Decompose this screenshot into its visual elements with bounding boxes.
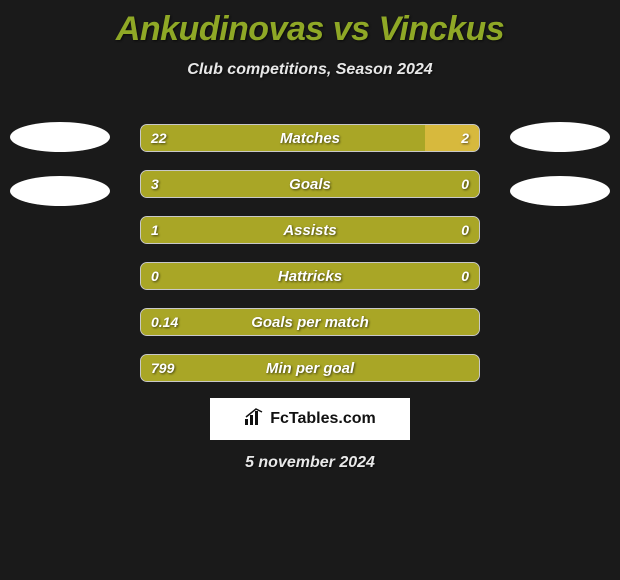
right-value: 0: [461, 171, 469, 197]
bar-left-fill: [141, 309, 479, 335]
bar-left-fill: [141, 263, 479, 289]
stats-comparison: 222Matches30Goals10Assists00Hattricks0.1…: [140, 124, 480, 400]
left-value: 1: [151, 217, 159, 243]
subtitle: Club competitions, Season 2024: [0, 61, 620, 79]
brand-badge: FcTables.com: [210, 398, 410, 440]
stat-row: 10Assists: [140, 216, 480, 244]
right-value: 0: [461, 217, 469, 243]
bar-right-fill: [425, 125, 479, 151]
page-title: Ankudinovas vs Vinckus: [0, 0, 620, 49]
stat-row: 0.14Goals per match: [140, 308, 480, 336]
left-value: 799: [151, 355, 174, 381]
date-label: 5 november 2024: [0, 454, 620, 472]
stat-row: 799Min per goal: [140, 354, 480, 382]
bar-left-fill: [141, 171, 479, 197]
bar-left-fill: [141, 355, 479, 381]
bar-left-fill: [141, 125, 425, 151]
stat-row: 30Goals: [140, 170, 480, 198]
left-value: 0: [151, 263, 159, 289]
right-value: 0: [461, 263, 469, 289]
left-value: 22: [151, 125, 167, 151]
avatar: [10, 122, 110, 152]
right-player-avatars: [500, 122, 620, 230]
brand-text: FcTables.com: [270, 410, 376, 428]
avatar: [10, 176, 110, 206]
right-value: 2: [461, 125, 469, 151]
stat-row: 00Hattricks: [140, 262, 480, 290]
avatar: [510, 122, 610, 152]
left-value: 0.14: [151, 309, 178, 335]
left-value: 3: [151, 171, 159, 197]
stat-row: 222Matches: [140, 124, 480, 152]
bar-left-fill: [141, 217, 479, 243]
left-player-avatars: [0, 122, 120, 230]
avatar: [510, 176, 610, 206]
chart-icon: [244, 408, 266, 431]
